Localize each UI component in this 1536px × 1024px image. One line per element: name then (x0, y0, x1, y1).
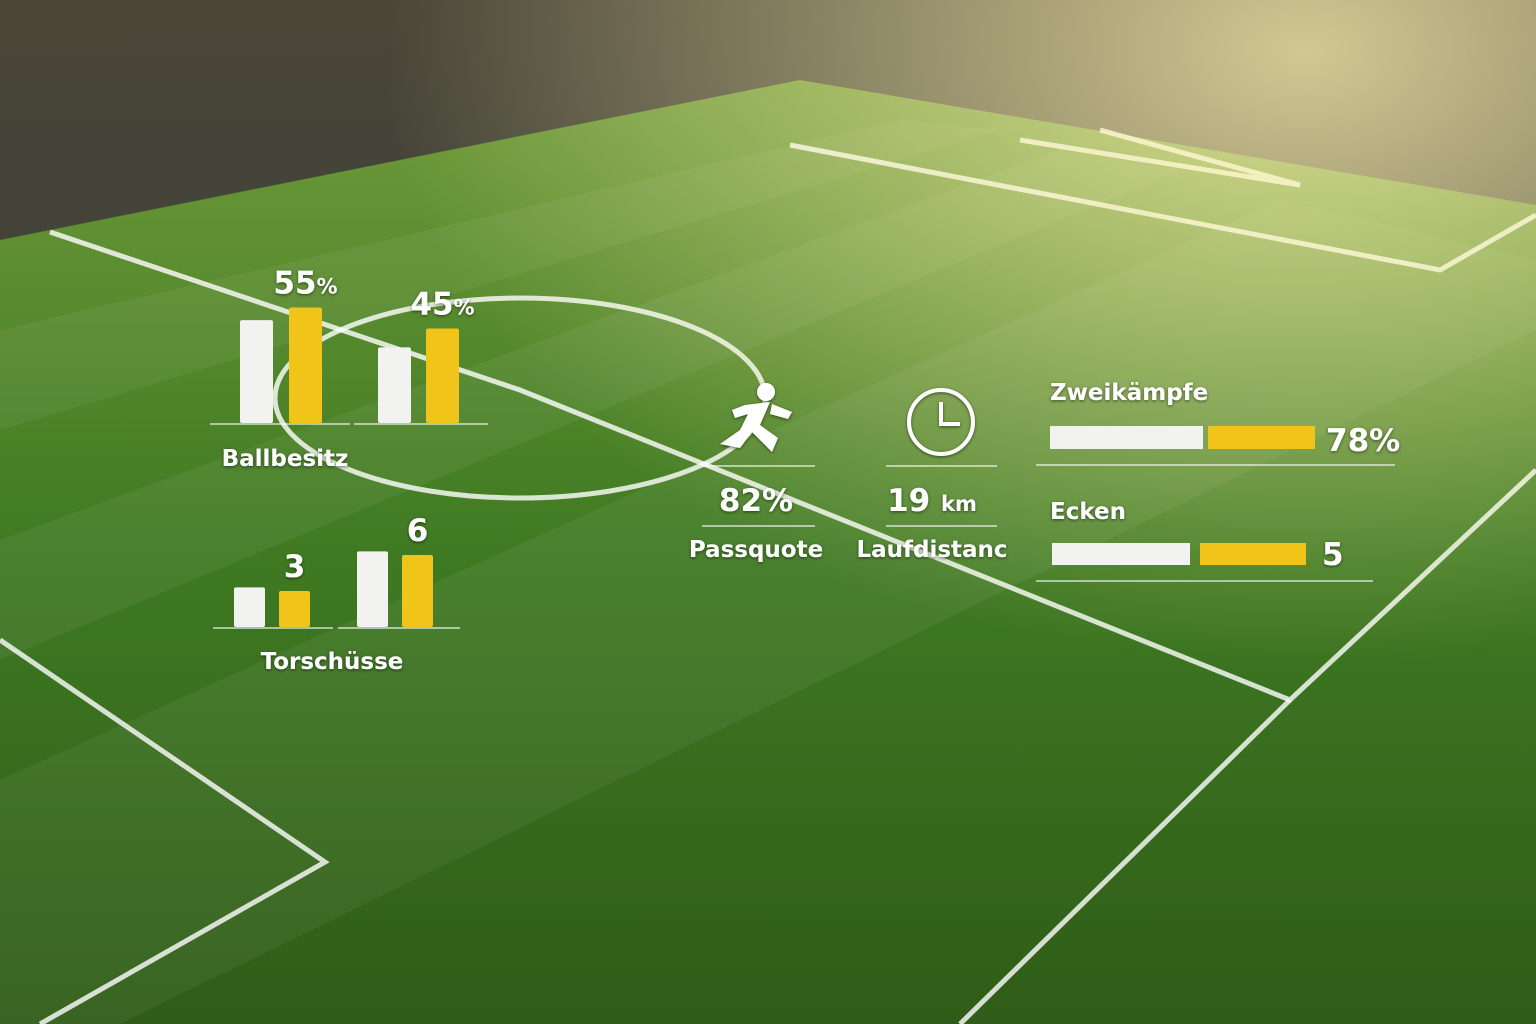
bar-white (240, 320, 273, 423)
bar-yellow (289, 307, 322, 423)
widget-label: Ballbesitz (222, 446, 349, 472)
unit: % (454, 296, 475, 320)
stat-label: Passquote (689, 537, 823, 563)
value-label: 6 (407, 513, 429, 549)
bar-track (1052, 543, 1190, 565)
bar-accent (1208, 426, 1315, 449)
value-label: 3 (284, 549, 306, 585)
value: 55 (273, 266, 316, 302)
value-label: 55% (273, 266, 337, 302)
bar-yellow (402, 555, 433, 627)
bar-white (357, 551, 388, 627)
stat-value: 19 km (887, 483, 977, 519)
unit: km (941, 492, 977, 516)
unit: % (1369, 423, 1400, 459)
stat-value: 5 (1322, 537, 1344, 573)
stat-value: 82% (719, 483, 793, 519)
bar-accent (1200, 543, 1306, 565)
widget-label: Torschüsse (261, 649, 404, 675)
value: 82 (719, 483, 762, 519)
bar-yellow (279, 591, 310, 627)
runner-icon (720, 383, 792, 452)
value: 3 (284, 549, 306, 585)
stat-label: Laufdistanc (856, 537, 1007, 563)
value: 6 (407, 513, 429, 549)
stat-label: Zweikämpfe (1050, 380, 1208, 406)
value: 78 (1326, 423, 1369, 459)
value-label: 45% (410, 287, 474, 323)
unit: % (762, 483, 793, 519)
bar-yellow (426, 328, 459, 423)
value: 19 (887, 483, 930, 519)
stat-value: 78% (1326, 423, 1400, 459)
bar-white (234, 587, 265, 627)
bar-white (378, 347, 411, 423)
bar-track (1050, 426, 1203, 449)
value: 45 (410, 287, 453, 323)
stat-label: Ecken (1050, 499, 1126, 525)
unit: % (317, 275, 338, 299)
clock-icon (907, 388, 975, 456)
